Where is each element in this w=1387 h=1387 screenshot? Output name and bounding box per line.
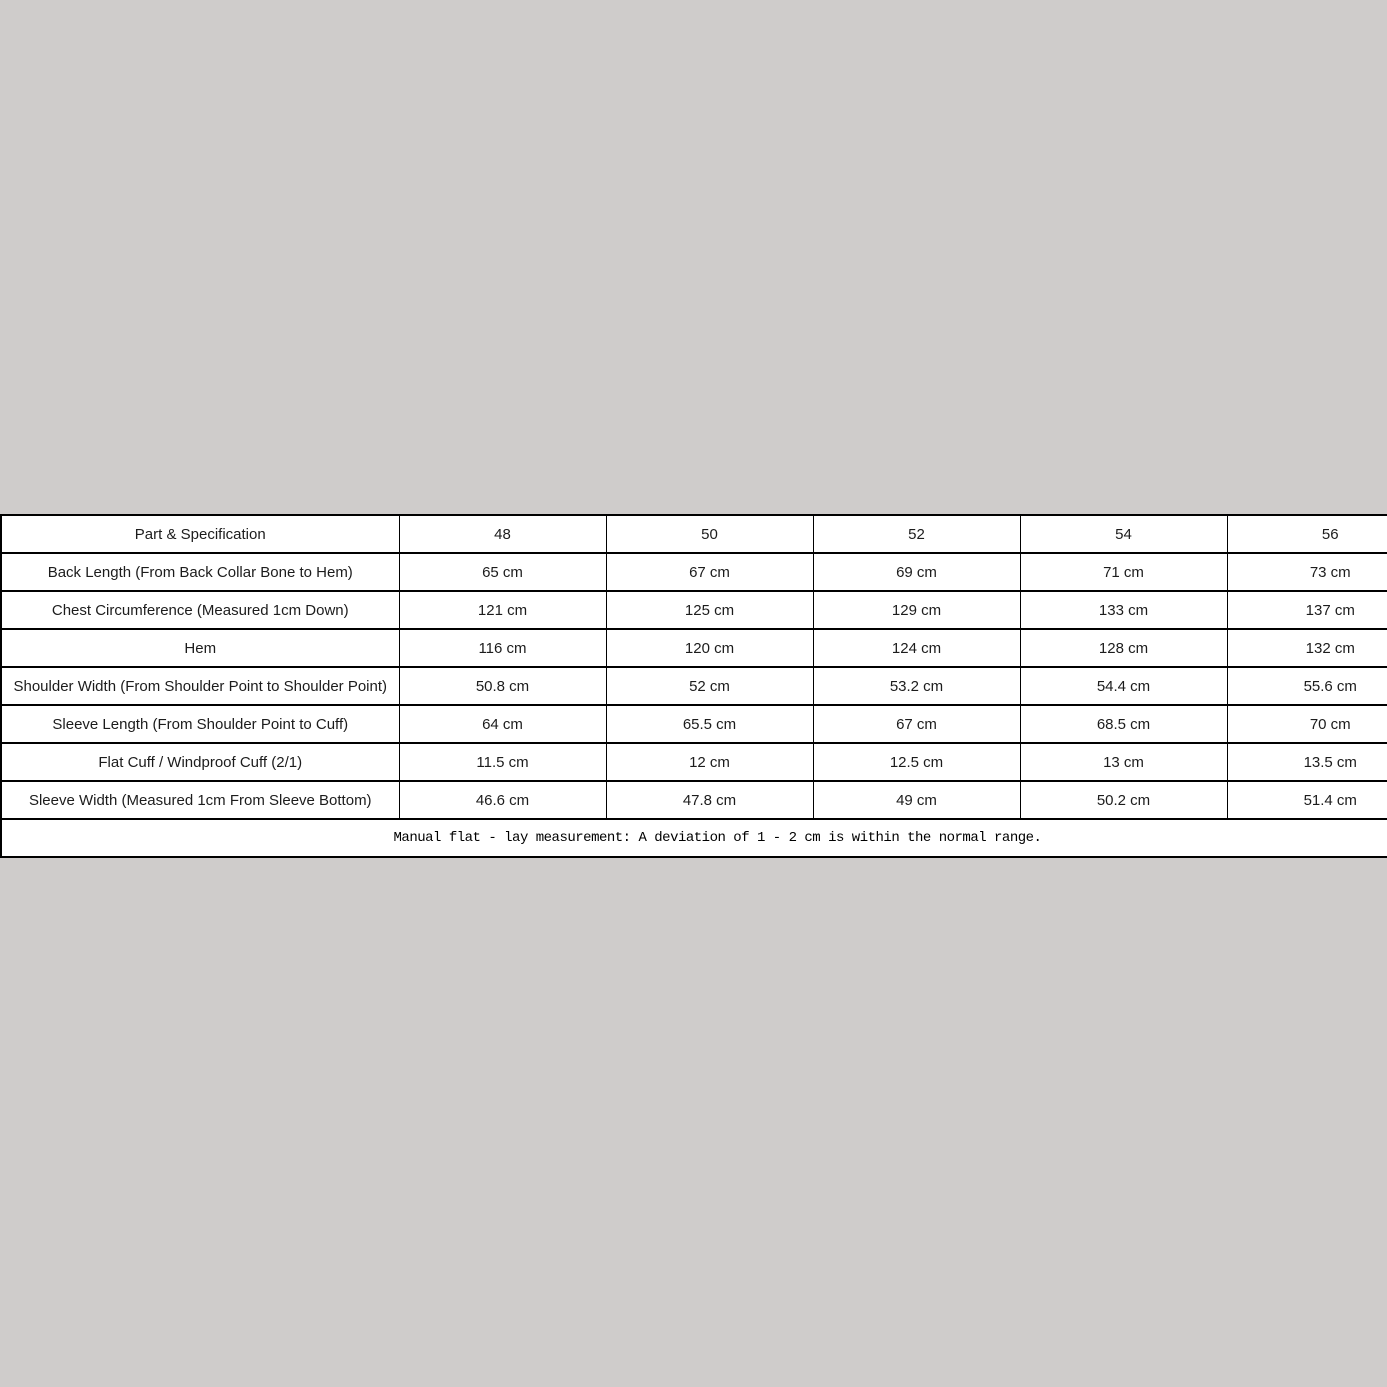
row-label-cell: Sleeve Width (Measured 1cm From Sleeve B… xyxy=(0,780,400,820)
column-header-size-52: 52 xyxy=(812,514,1021,554)
value-cell: 65 cm xyxy=(398,552,607,592)
table-row: Chest Circumference (Measured 1cm Down) 1… xyxy=(0,590,1387,630)
row-label-cell: Shoulder Width (From Shoulder Point to S… xyxy=(0,666,400,706)
value-cell: 128 cm xyxy=(1019,628,1228,668)
value-cell: 52 cm xyxy=(605,666,814,706)
header-row: Part & Specification 48 50 52 54 56 xyxy=(0,514,1387,554)
value-cell: 116 cm xyxy=(398,628,607,668)
table-row: Flat Cuff / Windproof Cuff (2/1) 11.5 cm 1… xyxy=(0,742,1387,782)
value-cell: 132 cm xyxy=(1226,628,1387,668)
value-cell: 64 cm xyxy=(398,704,607,744)
value-cell: 65.5 cm xyxy=(605,704,814,744)
table-row: Sleeve Length (From Shoulder Point to Cu… xyxy=(0,704,1387,744)
note-row: Manual flat - lay measurement: A deviati… xyxy=(0,818,1387,858)
row-label-cell: Hem xyxy=(0,628,400,668)
table-row: Sleeve Width (Measured 1cm From Sleeve B… xyxy=(0,780,1387,820)
table-row: Back Length (From Back Collar Bone to He… xyxy=(0,552,1387,592)
size-chart-table: Part & Specification 48 50 52 54 56 Back… xyxy=(0,514,1387,858)
value-cell: 67 cm xyxy=(605,552,814,592)
value-cell: 68.5 cm xyxy=(1019,704,1228,744)
value-cell: 13 cm xyxy=(1019,742,1228,782)
value-cell: 11.5 cm xyxy=(398,742,607,782)
value-cell: 46.6 cm xyxy=(398,780,607,820)
row-label-cell: Chest Circumference (Measured 1cm Down) xyxy=(0,590,400,630)
column-header-size-56: 56 xyxy=(1226,514,1387,554)
value-cell: 12 cm xyxy=(605,742,814,782)
column-header-size-50: 50 xyxy=(605,514,814,554)
column-header-part-specification: Part & Specification xyxy=(0,514,400,554)
value-cell: 129 cm xyxy=(812,590,1021,630)
value-cell: 47.8 cm xyxy=(605,780,814,820)
value-cell: 13.5 cm xyxy=(1226,742,1387,782)
size-table-body: Back Length (From Back Collar Bone to He… xyxy=(0,552,1387,820)
value-cell: 12.5 cm xyxy=(812,742,1021,782)
value-cell: 133 cm xyxy=(1019,590,1228,630)
value-cell: 120 cm xyxy=(605,628,814,668)
value-cell: 70 cm xyxy=(1226,704,1387,744)
value-cell: 50.8 cm xyxy=(398,666,607,706)
value-cell: 69 cm xyxy=(812,552,1021,592)
value-cell: 67 cm xyxy=(812,704,1021,744)
value-cell: 49 cm xyxy=(812,780,1021,820)
column-header-size-54: 54 xyxy=(1019,514,1228,554)
value-cell: 54.4 cm xyxy=(1019,666,1228,706)
value-cell: 125 cm xyxy=(605,590,814,630)
value-cell: 55.6 cm xyxy=(1226,666,1387,706)
value-cell: 73 cm xyxy=(1226,552,1387,592)
value-cell: 53.2 cm xyxy=(812,666,1021,706)
table-row: Hem 116 cm 120 cm 124 cm 128 cm 132 cm xyxy=(0,628,1387,668)
row-label-cell: Back Length (From Back Collar Bone to He… xyxy=(0,552,400,592)
row-label-cell: Sleeve Length (From Shoulder Point to Cu… xyxy=(0,704,400,744)
table-row: Shoulder Width (From Shoulder Point to S… xyxy=(0,666,1387,706)
value-cell: 51.4 cm xyxy=(1226,780,1387,820)
value-cell: 121 cm xyxy=(398,590,607,630)
value-cell: 71 cm xyxy=(1019,552,1228,592)
value-cell: 124 cm xyxy=(812,628,1021,668)
measurement-note: Manual flat - lay measurement: A deviati… xyxy=(0,818,1387,858)
value-cell: 137 cm xyxy=(1226,590,1387,630)
row-label-cell: Flat Cuff / Windproof Cuff (2/1) xyxy=(0,742,400,782)
value-cell: 50.2 cm xyxy=(1019,780,1228,820)
column-header-size-48: 48 xyxy=(398,514,607,554)
